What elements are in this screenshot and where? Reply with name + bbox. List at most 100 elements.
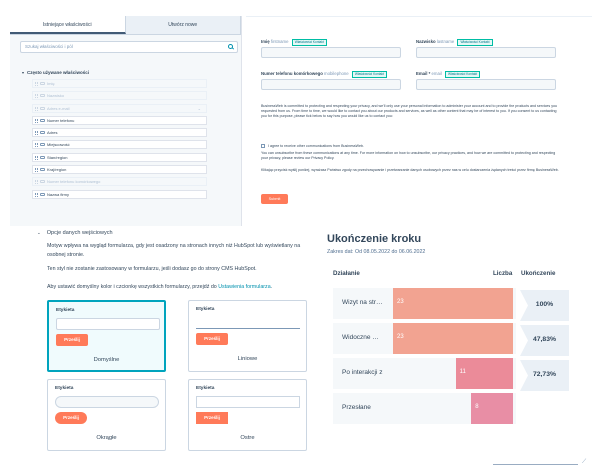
card-input-sample — [196, 396, 300, 408]
property-label: Nazwa firmy — [47, 191, 70, 197]
funnel-row-label: Wizyt na str… — [342, 299, 383, 306]
unsubscribe-text: You can unsubscribe from these communica… — [261, 151, 556, 161]
property-label: Miejscowość — [47, 142, 70, 148]
checkbox-icon[interactable] — [261, 144, 265, 149]
card-style-name: Liniowe — [237, 356, 258, 362]
property-label: Nazwisko — [47, 93, 65, 99]
first-name-label: Imię firstname Właściwości Kontakt — [261, 39, 327, 46]
property-item-city[interactable]: Miejscowość — [32, 140, 207, 150]
card-label: Etykieta — [55, 386, 74, 391]
form-preview: Imię firstname Właściwości Kontakt Nazwi… — [246, 16, 592, 226]
field-internal-name: firstname — [270, 39, 289, 44]
text-field-icon — [40, 82, 45, 85]
email-input[interactable] — [416, 79, 556, 90]
funnel-row[interactable]: Przesłane 8 — [333, 393, 516, 424]
form-settings-link[interactable]: Ustawienia formularza — [218, 284, 271, 290]
property-tag: Właściwości Kontakt — [351, 71, 387, 78]
column-completion: Ukończenie — [521, 270, 556, 277]
card-label: Etykieta — [196, 386, 215, 391]
property-item-first-name: Imię — [32, 79, 207, 88]
privacy-text: BusinessWeb is committed to protecting a… — [261, 104, 557, 119]
funnel-bar: 8 — [471, 393, 513, 424]
card-label: Etykieta — [56, 308, 75, 313]
property-item-email: Adres e-mail ⌄ — [32, 103, 207, 113]
text-field-icon — [40, 192, 45, 196]
property-item-company[interactable]: Nazwa firmy — [32, 189, 207, 199]
field-name: Nazwisko — [416, 39, 436, 44]
completion-title: Ukończenie kroku — [327, 233, 422, 245]
completion-date-range: Zakres dat: Od 08.05.2022 do 06.06.2022 — [327, 249, 426, 255]
property-tag: Właściwości Kontakt — [457, 39, 493, 46]
style-card-sharp[interactable]: Etykieta Prześlij Ostre — [188, 379, 307, 451]
completion-rate-value: 100% — [535, 301, 554, 308]
card-label: Etykieta — [196, 307, 215, 312]
card-button-sample: Prześlij — [196, 333, 228, 345]
drag-handle-icon[interactable] — [35, 155, 38, 160]
property-item-state[interactable]: Stan/region — [32, 152, 207, 162]
resize-handle-icon[interactable]: ⟋ — [582, 459, 587, 465]
drag-handle-icon[interactable] — [35, 131, 38, 136]
funnel-row[interactable]: Po interakcji z 11 — [333, 358, 516, 389]
card-style-name: Okrągłe — [96, 435, 117, 441]
submit-button[interactable]: Submit — [261, 194, 288, 204]
drag-handle-icon[interactable] — [35, 168, 38, 173]
property-label: Numer telefonu — [47, 117, 75, 123]
scrollbar[interactable] — [493, 464, 578, 465]
property-search-input[interactable]: Szukaj właściwości i pól — [20, 41, 238, 53]
tab-existing-properties[interactable]: Istniejące właściwości — [10, 16, 126, 34]
card-input-sample — [56, 318, 160, 330]
text-field-icon — [40, 106, 45, 110]
completion-rate-value: 72,73% — [532, 371, 557, 378]
style-card-default[interactable]: Etykieta Prześlij Domyślne — [47, 300, 166, 372]
funnel-row-label: Przesłane — [342, 404, 371, 411]
first-name-input[interactable] — [261, 47, 401, 58]
options-desc-theme: Motyw wpływa na wygląd formularza, gdy j… — [47, 243, 301, 258]
drag-handle-icon — [35, 94, 38, 99]
agree-text: Klikając przycisk wyślij poniżej, wyraża… — [261, 168, 559, 172]
card-button-sample: Prześlij — [196, 412, 228, 424]
completion-rate-value: 47,83% — [532, 336, 557, 343]
funnel-row[interactable]: Widoczne … 23 — [333, 323, 516, 354]
card-style-name: Domyślne — [93, 357, 120, 363]
text-field-icon — [40, 118, 45, 122]
column-count: Liczba — [493, 270, 513, 277]
property-item-phone[interactable]: Numer telefonu — [32, 115, 207, 125]
chevron-down-icon: ⌄ — [37, 230, 41, 235]
funnel-bar-value: 23 — [397, 334, 404, 340]
drag-handle-icon[interactable] — [35, 192, 38, 197]
options-desc-cms: Ten styl nie zostanie zastosowany w form… — [47, 266, 257, 272]
mobile-input[interactable] — [261, 79, 401, 90]
drag-handle-icon — [35, 180, 38, 185]
funnel-bar: 23 — [393, 323, 513, 354]
email-label: Email * email Właściwości Kontakt — [416, 71, 481, 78]
card-style-name: Ostre — [240, 435, 255, 441]
field-name: Numer telefonu komórkowego — [261, 71, 323, 76]
card-input-sample — [196, 317, 300, 329]
consent-label: I agree to receive other communications … — [268, 144, 365, 148]
consent-checkbox[interactable]: I agree to receive other communications … — [261, 144, 365, 149]
text-field-icon — [40, 143, 45, 147]
field-internal-name: mobilephone — [324, 71, 349, 76]
property-label: Imię — [47, 81, 55, 86]
drag-handle-icon[interactable] — [35, 118, 38, 123]
field-internal-name: email — [431, 71, 442, 76]
property-item-country[interactable]: Kraj/region — [32, 165, 207, 175]
funnel-row[interactable]: Wizyt na str… 23 — [333, 288, 516, 319]
input-options-toggle[interactable]: ⌄ Opcje danych wejściowych — [37, 230, 113, 236]
completion-rate-badge: 100% — [520, 290, 569, 321]
text-field-icon — [40, 94, 45, 98]
property-list: Imię Nazwisko Adres e-mail ⌄ Numer telefo… — [32, 79, 207, 202]
property-label: Adres e-mail — [47, 105, 70, 111]
completion-rate-badge: 47,83% — [520, 325, 569, 356]
drag-handle-icon[interactable] — [35, 143, 38, 148]
last-name-input[interactable] — [416, 47, 556, 58]
tab-create-new[interactable]: Utwórz nowe — [125, 16, 241, 34]
search-icon[interactable] — [228, 44, 233, 49]
funnel-bar-value: 11 — [459, 369, 466, 375]
section-frequently-used[interactable]: ▾ Często używane właściwości — [22, 70, 89, 75]
property-item-address[interactable]: Adres — [32, 128, 207, 138]
style-card-linear[interactable]: Etykieta Prześlij Liniowe — [188, 300, 307, 372]
funnel-row-label: Widoczne … — [342, 334, 379, 341]
funnel-bar: 23 — [393, 288, 513, 319]
style-card-rounded[interactable]: Etykieta Prześlij Okrągłe — [47, 379, 166, 451]
